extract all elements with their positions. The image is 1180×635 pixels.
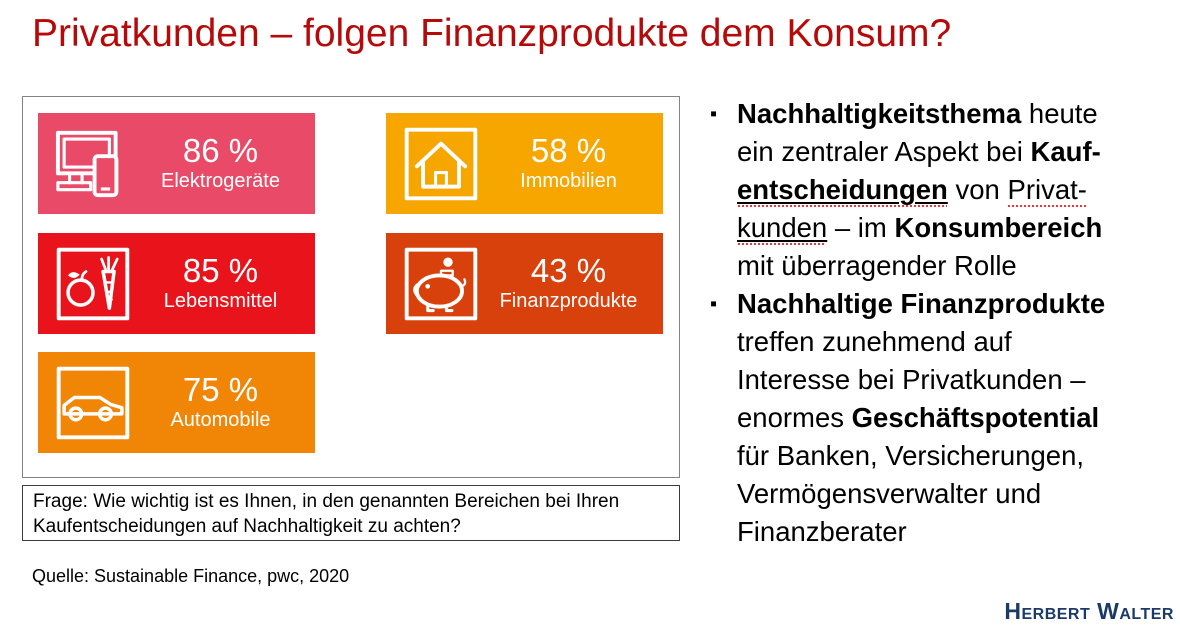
tile-value: 85 % xyxy=(182,251,259,289)
infographic-panel: 86 % Elektrogeräte 58 % Immobilien xyxy=(22,96,680,478)
food-icon xyxy=(54,245,132,323)
tile-label: Immobilien xyxy=(520,170,617,193)
tile-elektrogeraete: 86 % Elektrogeräte xyxy=(38,113,315,214)
source-line: Quelle: Sustainable Finance, pwc, 2020 xyxy=(32,566,350,586)
tile-label: Lebensmittel xyxy=(163,290,278,313)
tile-lebensmittel: 85 % Lebensmittel xyxy=(38,233,315,334)
tile-text: 43 % Finanzprodukte xyxy=(480,251,663,315)
page-title: Privatkunden – folgen Finanzprodukte dem… xyxy=(32,12,952,55)
bullet-text-1: Nachhaltigkeitsthema heute ein zentraler … xyxy=(737,98,1103,281)
tile-value: 86 % xyxy=(182,131,259,169)
tile-label: Elektrogeräte xyxy=(161,170,280,193)
bullet-square-icon: ▪ xyxy=(710,103,718,125)
bullet-square-icon: ▪ xyxy=(710,293,718,315)
tile-text: 58 % Immobilien xyxy=(480,131,663,195)
tile-immobilien: 58 % Immobilien xyxy=(386,113,663,214)
piggy-bank-icon xyxy=(402,245,480,323)
tile-text: 75 % Automobile xyxy=(132,370,315,434)
tile-value: 58 % xyxy=(530,131,607,169)
question-box: Frage: Wie wichtig ist es Ihnen, in den … xyxy=(22,485,680,541)
tile-label: Finanzprodukte xyxy=(499,290,638,313)
tile-value: 43 % xyxy=(530,251,607,289)
tile-finanzprodukte: 43 % Finanzprodukte xyxy=(386,233,663,334)
bullet-item-1: ▪ Nachhaltigkeitsthema heute ein zentrale… xyxy=(710,95,1178,285)
tile-automobile: 75 % Automobile xyxy=(38,352,315,453)
devices-icon xyxy=(54,125,132,203)
tile-value: 75 % xyxy=(182,370,259,408)
house-icon xyxy=(402,125,480,203)
tile-text: 85 % Lebensmittel xyxy=(132,251,315,315)
car-icon xyxy=(54,364,132,442)
bullet-list: ▪ Nachhaltigkeitsthema heute ein zentrale… xyxy=(710,95,1178,551)
tile-label: Automobile xyxy=(170,409,271,432)
herbert-walter-logo: Herbert Walter xyxy=(1004,598,1174,624)
tile-text: 86 % Elektrogeräte xyxy=(132,131,315,195)
bullet-text-2: Nachhaltige Finanzprodukte treffen zunehm… xyxy=(737,288,1106,547)
bullet-item-2: ▪ Nachhaltige Finanzprodukte treffen zune… xyxy=(710,285,1178,551)
